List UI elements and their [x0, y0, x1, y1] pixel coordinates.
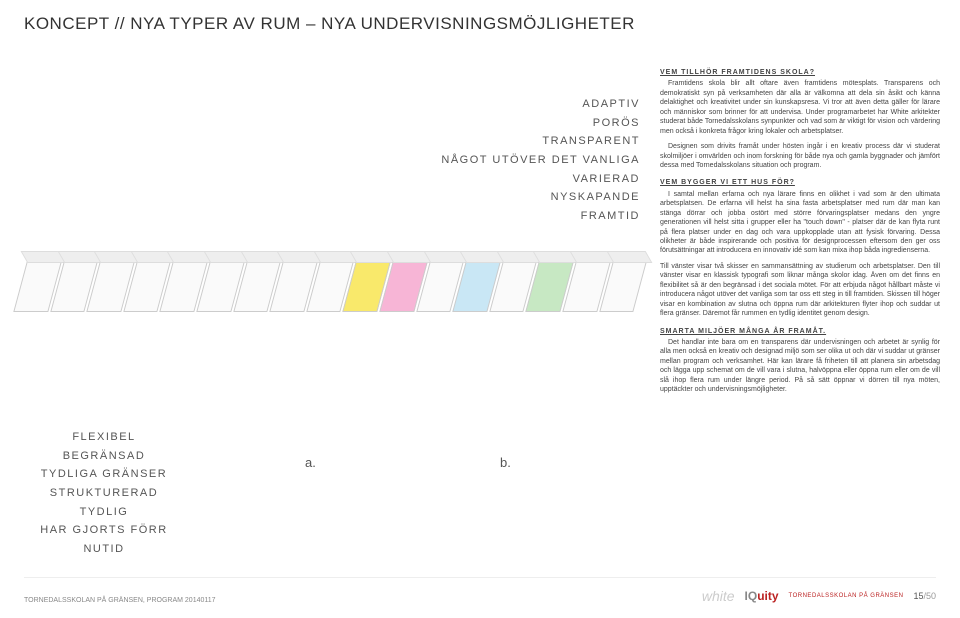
keyword-item: TYDLIGA GRÄNSER	[24, 465, 184, 484]
keyword-item: NUTID	[24, 540, 184, 559]
footer: TORNEDALSSKOLAN PÅ GRÄNSEN, PROGRAM 2014…	[24, 588, 936, 604]
keyword-item: FLEXIBEL	[24, 428, 184, 447]
paragraph: Det handlar inte bara om en transparens …	[660, 338, 940, 395]
keyword-item: ADAPTIV	[370, 95, 640, 114]
logo-white: white	[702, 588, 735, 604]
keyword-item: FRAMTID	[370, 207, 640, 226]
logo-iq-suffix: uity	[757, 589, 778, 603]
keyword-item: VARIERAD	[370, 170, 640, 189]
logo-iquity: IQuity	[745, 589, 779, 603]
page-title: KONCEPT // NYA TYPER AV RUM – NYA UNDERV…	[24, 14, 635, 34]
diagram-label-b: b.	[500, 455, 511, 470]
footer-doc-id: TORNEDALSSKOLAN PÅ GRÄNSEN, PROGRAM 2014…	[24, 597, 216, 604]
body-copy: VEM TILLHÖR FRAMTIDENS SKOLA? Framtidens…	[660, 60, 940, 401]
keywords-present: FLEXIBELBEGRÄNSADTYDLIGA GRÄNSERSTRUKTUR…	[24, 428, 184, 559]
keywords-future: ADAPTIVPORÖSTRANSPARENTNÅGOT UTÖVER DET …	[370, 95, 640, 226]
page-total: /50	[923, 591, 936, 601]
building-diagram	[13, 232, 654, 312]
footer-divider	[24, 577, 936, 578]
paragraph: I samtal mellan erfarna och nya lärare f…	[660, 190, 940, 256]
keyword-item: TYDLIG	[24, 503, 184, 522]
page-number: 15/50	[913, 591, 936, 601]
keyword-item: HAR GJORTS FÖRR	[24, 521, 184, 540]
paragraph: Framtidens skola blir allt oftare även f…	[660, 79, 940, 136]
paragraph: Designen som drivits framåt under hösten…	[660, 142, 940, 170]
page-current: 15	[913, 591, 923, 601]
keyword-item: STRUKTURERAD	[24, 484, 184, 503]
logo-school-line: TORNEDALSSKOLAN PÅ GRÄNSEN	[789, 593, 904, 600]
diagram-label-a: a.	[305, 455, 316, 470]
section-heading-1: VEM TILLHÖR FRAMTIDENS SKOLA?	[660, 68, 940, 77]
section-heading-3: SMARTA MILJÖER MÅNGA ÅR FRAMÅT.	[660, 327, 940, 336]
paragraph: Till vänster visar två skisser en samman…	[660, 262, 940, 319]
keyword-item: BEGRÄNSAD	[24, 447, 184, 466]
logo-school: TORNEDALSSKOLAN PÅ GRÄNSEN	[789, 593, 904, 600]
keyword-item: NYSKAPANDE	[370, 188, 640, 207]
footer-logos: white IQuity TORNEDALSSKOLAN PÅ GRÄNSEN …	[702, 588, 936, 604]
keyword-item: TRANSPARENT	[370, 132, 640, 151]
logo-iq-prefix: IQ	[745, 589, 758, 603]
section-heading-2: VEM BYGGER VI ETT HUS FÖR?	[660, 178, 940, 187]
keyword-item: PORÖS	[370, 114, 640, 133]
keyword-item: NÅGOT UTÖVER DET VANLIGA	[370, 151, 640, 170]
